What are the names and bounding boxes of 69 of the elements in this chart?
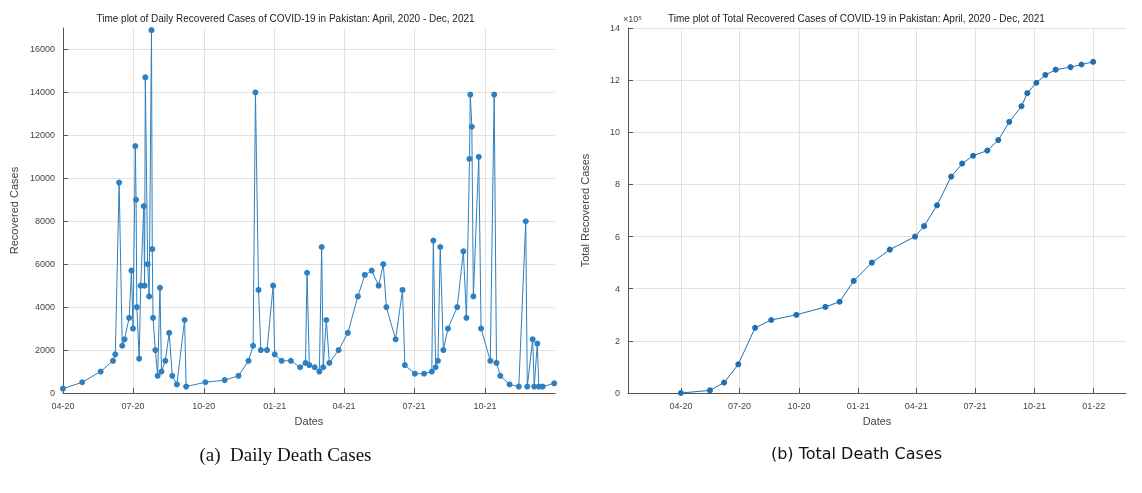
y-axis-title: Recovered Cases (7, 166, 20, 255)
y-tick-label: 10000 (29, 173, 55, 184)
x-tick-label: 04-20 (51, 400, 75, 411)
point (948, 173, 955, 180)
point (1042, 71, 1049, 78)
point (793, 311, 800, 318)
x-tick-label: 10-20 (192, 400, 216, 411)
x-tick-label: 10-21 (1022, 400, 1046, 411)
x-tick-label: 07-21 (963, 400, 987, 411)
y-tick-label: 2000 (34, 345, 55, 356)
y-tick-label: 14 (609, 23, 620, 33)
y-tick-label: 6000 (34, 259, 55, 270)
point (768, 317, 775, 323)
point (959, 160, 966, 167)
point (1024, 90, 1031, 97)
point (836, 298, 843, 305)
chart-title: Time plot of Daily Recovered Cases of COVID-19 in Pakistan: April, 2020 - Dec, 2021 (96, 12, 475, 24)
point (912, 233, 919, 240)
point (677, 390, 684, 396)
point (886, 246, 893, 253)
point (752, 324, 759, 331)
point (970, 152, 977, 159)
y-tick-label: 0 (49, 388, 55, 398)
point (706, 387, 713, 394)
x-axis-title: Dates (862, 414, 892, 427)
y-tick-label: 14000 (29, 87, 55, 98)
point (735, 361, 742, 368)
x-tick-label: 01-21 (263, 400, 287, 411)
text: (a) Daily Death Cases (199, 444, 372, 466)
point (1018, 103, 1025, 110)
y-tick-label: 16000 (29, 44, 55, 55)
y-tick-label: 8 (614, 179, 620, 190)
text: (b) Total Death Cases (770, 443, 943, 463)
point (995, 137, 1002, 144)
point (1006, 118, 1013, 125)
y-axis-title: Total Recovered Cases (578, 153, 591, 268)
point (1052, 66, 1059, 73)
x-tick-label: 04-21 (332, 400, 356, 411)
text: ×10⁵ (623, 13, 643, 24)
x-tick-label: 10-21 (473, 400, 497, 411)
point (921, 223, 928, 230)
point (1090, 58, 1097, 65)
x-tick-label: 07-20 (121, 400, 145, 411)
x-tick-label: 01-22 (1082, 400, 1106, 411)
point (1067, 64, 1074, 71)
y-tick-label: 10 (609, 127, 620, 138)
x-tick-label: 07-20 (728, 400, 752, 411)
y-tick-label: 12 (609, 75, 620, 86)
y-tick-label: 2 (614, 335, 620, 346)
y-tick-label: 4000 (34, 302, 55, 313)
point (1033, 79, 1040, 86)
x-tick-label: 04-21 (904, 400, 928, 411)
y-tick-label: 8000 (34, 216, 55, 227)
x-tick-label: 01-21 (846, 400, 870, 411)
x-tick-label: 04-20 (669, 400, 693, 411)
point (934, 202, 940, 209)
chart-title: Time plot of Total Recovered Cases of COVID-19 in Pakistan: April, 2020 - Dec, 2021 (668, 12, 1046, 24)
point (721, 379, 728, 386)
x-tick-label: 07-21 (402, 400, 426, 411)
x-tick-label: 10-20 (787, 400, 811, 411)
y-tick-label: 6 (614, 231, 620, 242)
point (850, 277, 857, 284)
x-axis-title: Dates (294, 414, 324, 427)
point (1078, 61, 1085, 68)
y-tick-label: 0 (614, 388, 620, 398)
y-tick-label: 4 (614, 283, 620, 294)
y-tick-label: 12000 (29, 130, 55, 141)
point (868, 259, 875, 266)
point (822, 303, 829, 310)
